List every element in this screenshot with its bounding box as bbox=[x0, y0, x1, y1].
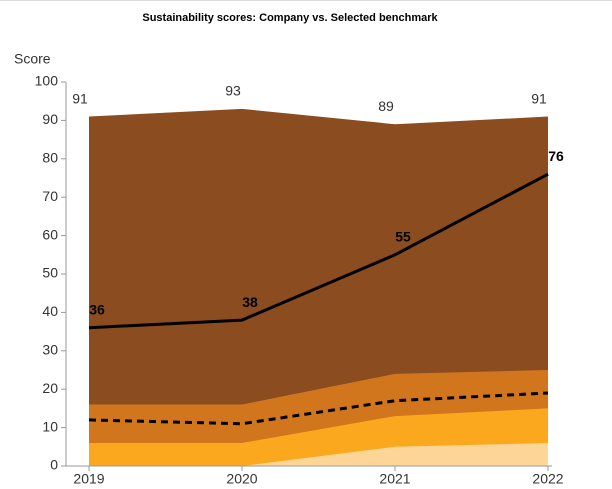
y-tick-label: 10 bbox=[42, 418, 58, 434]
y-tick-label: 70 bbox=[42, 188, 58, 204]
y-tick-label: 50 bbox=[42, 265, 58, 281]
area bbox=[89, 442, 548, 466]
y-tick-label: 40 bbox=[42, 303, 58, 319]
data-label: 36 bbox=[89, 301, 105, 317]
data-label: 89 bbox=[378, 98, 394, 114]
y-tick-label: 90 bbox=[42, 111, 58, 127]
x-tick-label: 2020 bbox=[226, 471, 257, 487]
data-label: 76 bbox=[548, 148, 564, 164]
chart-title: Sustainability scores: Company vs. Selec… bbox=[142, 12, 438, 24]
y-tick-label: 20 bbox=[42, 380, 58, 396]
line bbox=[88, 172, 549, 330]
data-label: 91 bbox=[531, 90, 547, 106]
data-label: 55 bbox=[395, 229, 411, 245]
dashed-line bbox=[88, 391, 549, 426]
y-tick-label: 100 bbox=[35, 73, 59, 89]
y-tick-label: 30 bbox=[42, 342, 58, 358]
y-axis-label: Score bbox=[14, 51, 51, 67]
x-tick-label: 2022 bbox=[532, 471, 563, 487]
data-label: 93 bbox=[225, 83, 241, 99]
x-tick-label: 2021 bbox=[379, 471, 410, 487]
y-tick-label: 80 bbox=[42, 150, 58, 166]
data-label: 91 bbox=[72, 90, 88, 106]
x-tick-label: 2019 bbox=[73, 471, 104, 487]
data-label: 38 bbox=[242, 294, 258, 310]
y-tick-label: 0 bbox=[50, 457, 58, 473]
y-tick-label: 60 bbox=[42, 226, 58, 242]
